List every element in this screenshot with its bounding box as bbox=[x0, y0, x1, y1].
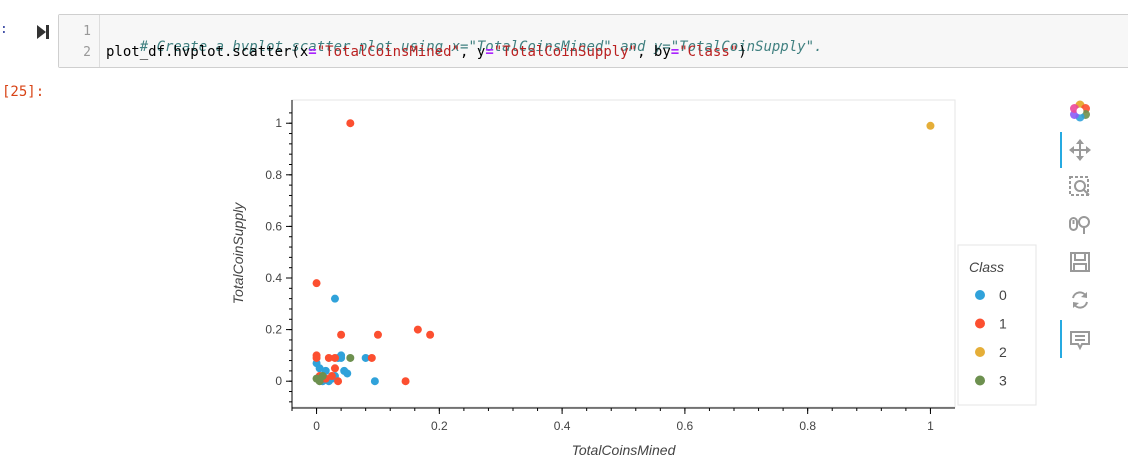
scatter-point-class-1 bbox=[312, 353, 321, 362]
x-tick-label: 0.4 bbox=[554, 419, 571, 433]
legend-label: 3 bbox=[999, 373, 1007, 389]
code-token: plot_df.hvplot.scatter(x bbox=[106, 44, 309, 60]
x-tick-label: 1 bbox=[927, 419, 934, 433]
y-tick-label: 1 bbox=[275, 116, 282, 130]
x-tick-label: 0 bbox=[313, 419, 320, 433]
scatter-point-class-1 bbox=[324, 353, 333, 362]
save-icon[interactable] bbox=[1068, 250, 1092, 274]
y-tick-label: 0.8 bbox=[265, 168, 282, 182]
scatter-point-class-0 bbox=[315, 364, 324, 373]
wheel-zoom-icon[interactable] bbox=[1068, 212, 1092, 236]
legend-marker bbox=[975, 347, 985, 357]
line-number: 2 bbox=[83, 45, 91, 60]
scatter-point-class-1 bbox=[401, 377, 410, 386]
legend-marker bbox=[975, 375, 985, 386]
code-operator: = bbox=[670, 44, 680, 60]
scatter-point-class-0 bbox=[330, 294, 339, 303]
code-cell-editor[interactable]: 1 2 # Create a hvplot.scatter plot using… bbox=[58, 14, 1128, 68]
reset-icon[interactable] bbox=[1068, 288, 1092, 312]
run-cell-icon[interactable] bbox=[36, 24, 50, 40]
scatter-point-class-1 bbox=[367, 353, 376, 362]
y-axis-title: TotalCoinSupply bbox=[230, 202, 246, 304]
scatter-point-class-1 bbox=[373, 330, 382, 339]
code-token: , by bbox=[637, 44, 671, 60]
legend-marker bbox=[975, 318, 985, 329]
y-tick-label: 0.4 bbox=[265, 271, 282, 285]
input-prompt: : bbox=[0, 22, 8, 37]
scatter-point-class-0 bbox=[343, 369, 352, 378]
code-string: "Class" bbox=[679, 44, 739, 60]
code-token: , y bbox=[460, 44, 486, 60]
hover-icon[interactable] bbox=[1068, 328, 1092, 352]
plot-toolbar bbox=[1060, 96, 1100, 366]
code-comment: # Create a hvplot.scatter plot using x="… bbox=[139, 39, 823, 55]
legend-title: Class bbox=[969, 259, 1004, 275]
x-tick-label: 0.8 bbox=[799, 419, 816, 433]
scatter-point-class-0 bbox=[370, 377, 379, 386]
line-number: 1 bbox=[83, 24, 91, 39]
scatter-point-class-1 bbox=[413, 325, 422, 334]
code-token: ) bbox=[738, 44, 747, 60]
code-string: "TotalCoinSupply" bbox=[493, 44, 638, 60]
scatter-point-class-3 bbox=[318, 372, 327, 381]
legend-label: 2 bbox=[999, 344, 1007, 360]
x-axis-title: TotalCoinsMined bbox=[572, 442, 677, 458]
scatter-point-class-1 bbox=[337, 330, 346, 339]
plot-frame bbox=[291, 99, 956, 408]
scatter-point-class-1 bbox=[327, 372, 336, 381]
y-tick-label: 0 bbox=[275, 374, 282, 388]
legend-label: 0 bbox=[999, 287, 1007, 303]
code-string: "TotalCoinsMined" bbox=[316, 44, 461, 60]
code-operator: = bbox=[308, 44, 317, 60]
active-tool-indicator bbox=[1060, 132, 1062, 168]
legend-box bbox=[957, 244, 1037, 406]
code-operator: = bbox=[485, 44, 494, 60]
scatter-point-class-1 bbox=[312, 279, 321, 288]
line-number-gutter: 1 2 bbox=[59, 15, 100, 67]
active-tool-indicator bbox=[1060, 320, 1062, 358]
code-line: plot_df.hvplot.scatter(x="TotalCoinsMine… bbox=[106, 44, 747, 60]
output-prompt: [25]: bbox=[2, 84, 45, 100]
scatter-point-class-1 bbox=[330, 353, 339, 362]
scatter-point-class-2 bbox=[926, 121, 935, 130]
scatter-point-class-1 bbox=[346, 119, 355, 128]
pan-icon[interactable] bbox=[1068, 138, 1092, 162]
y-tick-label: 0.6 bbox=[265, 219, 282, 233]
legend-label: 1 bbox=[999, 316, 1007, 332]
x-tick-label: 0.6 bbox=[677, 419, 694, 433]
scatter-point-class-1 bbox=[330, 364, 339, 373]
y-tick-label: 0.2 bbox=[265, 323, 282, 337]
scatter-point-class-3 bbox=[346, 353, 355, 362]
bokeh-logo-icon[interactable] bbox=[1068, 99, 1092, 123]
scatter-point-class-1 bbox=[334, 377, 343, 386]
scatter-point-class-1 bbox=[426, 330, 435, 339]
legend: Class 0 1 2 3 bbox=[957, 244, 1037, 406]
scatter-point-class-0 bbox=[361, 353, 370, 362]
x-tick-label: 0.2 bbox=[431, 419, 448, 433]
scatter-point-class-0 bbox=[337, 353, 346, 362]
box-zoom-icon[interactable] bbox=[1068, 175, 1092, 199]
legend-marker bbox=[975, 290, 985, 300]
code-line: # Create a hvplot.scatter plot using x="… bbox=[106, 23, 823, 71]
